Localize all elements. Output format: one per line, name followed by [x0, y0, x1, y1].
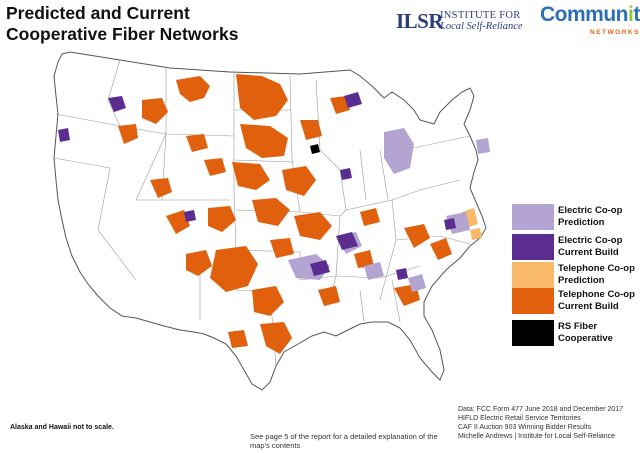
- legend-swatch: [512, 204, 554, 230]
- cn-logo-part1: Commun: [540, 3, 629, 26]
- source-line: CAF II Auction 903 Winning Bidder Result…: [458, 424, 592, 431]
- data-sources: Data: FCC Form 477 June 2018 and Decembe…: [458, 405, 640, 441]
- legend-swatch: [512, 262, 554, 288]
- rs-fiber-cooperative: [310, 144, 320, 154]
- legend-item-electric-prediction: Electric Co-op Prediction: [512, 204, 640, 234]
- cn-logo-part2: i: [628, 3, 634, 26]
- source-line: Michelle Andrews | Institute for Local S…: [458, 433, 616, 440]
- ilsr-logo-line1: INSTITUTE FOR: [440, 10, 521, 21]
- ilsr-logo-line2: Local Self-Reliance: [440, 21, 523, 32]
- ilsr-logo-icon: ILSR: [396, 9, 444, 34]
- community-networks-logo-icon: Community: [540, 3, 640, 27]
- legend-item-telephone-current: Telephone Co-op Current Build: [512, 288, 640, 318]
- us-map: [53, 51, 490, 391]
- ilsr-logo-text: INSTITUTE FOR Local Self-Reliance: [440, 10, 523, 32]
- ilsr-logo-mark: ILSR: [396, 9, 444, 33]
- legend-swatch: [512, 234, 554, 260]
- legend-label: Electric Co-op Current Build: [558, 235, 623, 258]
- legend-swatch: [512, 320, 554, 346]
- legend-item-telephone-prediction: Telephone Co-op Prediction: [512, 262, 640, 292]
- see-page-note: See page 5 of the report for a detailed …: [250, 432, 438, 450]
- legend-label: Telephone Co-op Prediction: [558, 263, 635, 286]
- legend-swatch: [512, 288, 554, 314]
- legend-label: Electric Co-op Prediction: [558, 205, 623, 228]
- legend-item-electric-current: Electric Co-op Current Build: [512, 234, 640, 264]
- cn-logo-part3: ty: [633, 3, 640, 26]
- legend-label: Telephone Co-op Current Build: [558, 289, 635, 312]
- logos: ILSR INSTITUTE FOR Local Self-Reliance C…: [392, 3, 640, 39]
- cn-logo-subtitle: NETWORKS: [590, 29, 640, 36]
- source-line: HIFLD Electric Retail Service Territorie…: [458, 415, 581, 422]
- telephone-coop-current-build: [118, 74, 452, 354]
- electric-coop-current-build: [58, 92, 456, 280]
- legend-label: RS Fiber Cooperative: [558, 321, 613, 344]
- map-title: Predicted and Current Cooperative Fiber …: [6, 3, 239, 44]
- legend-item-rs-fiber: RS Fiber Cooperative: [512, 320, 640, 350]
- source-line: Data: FCC Form 477 June 2018 and Decembe…: [458, 406, 623, 413]
- scale-note: Alaska and Hawaii not to scale.: [10, 424, 114, 431]
